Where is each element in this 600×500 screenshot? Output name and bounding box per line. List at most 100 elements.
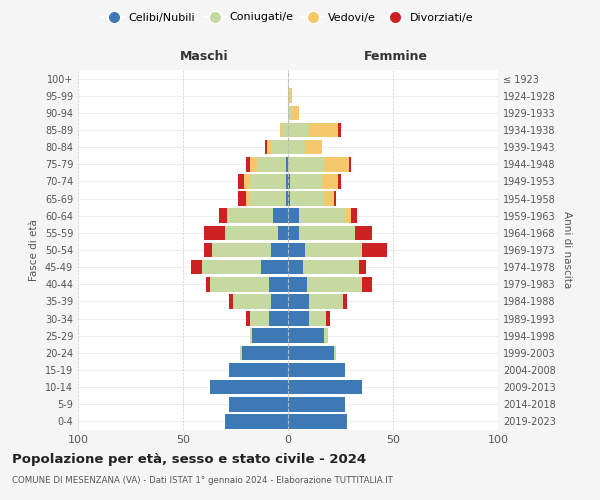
Bar xyxy=(229,397,288,411)
Bar xyxy=(288,260,303,274)
Bar xyxy=(288,88,290,103)
Bar xyxy=(326,312,330,326)
Bar xyxy=(250,328,252,343)
Bar xyxy=(250,174,286,188)
Bar xyxy=(288,380,361,394)
Bar xyxy=(361,277,372,291)
Bar xyxy=(290,174,322,188)
Bar xyxy=(288,277,307,291)
Bar xyxy=(288,157,324,172)
Bar xyxy=(288,414,347,428)
Bar xyxy=(277,226,288,240)
Bar xyxy=(257,157,286,172)
Bar xyxy=(288,346,334,360)
Bar xyxy=(288,106,292,120)
Bar xyxy=(225,414,288,428)
Bar xyxy=(355,226,372,240)
Bar xyxy=(359,260,366,274)
Bar xyxy=(202,260,260,274)
Bar xyxy=(299,208,344,223)
Bar xyxy=(286,192,288,206)
Bar xyxy=(246,192,250,206)
Bar xyxy=(280,122,282,138)
Bar xyxy=(351,208,358,223)
Bar xyxy=(334,192,337,206)
Bar xyxy=(290,192,324,206)
Bar xyxy=(282,122,288,138)
Text: Maschi: Maschi xyxy=(179,50,229,62)
Bar xyxy=(218,208,227,223)
Bar xyxy=(286,157,288,172)
Bar xyxy=(191,260,202,274)
Bar xyxy=(305,242,361,258)
Bar xyxy=(288,208,299,223)
Bar xyxy=(250,192,286,206)
Bar xyxy=(338,174,341,188)
Bar xyxy=(299,226,355,240)
Bar xyxy=(204,226,225,240)
Y-axis label: Anni di nascita: Anni di nascita xyxy=(562,212,572,288)
Y-axis label: Fasce di età: Fasce di età xyxy=(29,219,39,281)
Bar xyxy=(288,122,309,138)
Bar xyxy=(240,346,242,360)
Bar xyxy=(288,312,309,326)
Legend: Celibi/Nubili, Coniugati/e, Vedovi/e, Divorziati/e: Celibi/Nubili, Coniugati/e, Vedovi/e, Di… xyxy=(98,8,478,27)
Bar xyxy=(229,294,233,308)
Bar xyxy=(288,226,299,240)
Bar xyxy=(309,312,326,326)
Bar xyxy=(250,157,257,172)
Bar xyxy=(345,208,351,223)
Bar xyxy=(238,174,244,188)
Bar xyxy=(246,157,250,172)
Bar xyxy=(324,328,328,343)
Bar xyxy=(290,88,292,103)
Bar xyxy=(252,328,288,343)
Bar xyxy=(322,174,338,188)
Bar xyxy=(211,277,269,291)
Bar xyxy=(269,277,288,291)
Bar xyxy=(288,192,290,206)
Bar xyxy=(204,242,212,258)
Bar xyxy=(292,106,299,120)
Bar xyxy=(244,174,250,188)
Bar xyxy=(338,122,341,138)
Bar xyxy=(274,208,288,223)
Bar xyxy=(361,242,387,258)
Bar xyxy=(225,226,277,240)
Bar xyxy=(210,380,288,394)
Bar xyxy=(271,140,288,154)
Text: Femmine: Femmine xyxy=(364,50,428,62)
Bar xyxy=(288,140,305,154)
Bar xyxy=(309,122,338,138)
Text: COMUNE DI MESENZANA (VA) - Dati ISTAT 1° gennaio 2024 - Elaborazione TUTTITALIA.: COMUNE DI MESENZANA (VA) - Dati ISTAT 1°… xyxy=(12,476,393,485)
Bar xyxy=(271,294,288,308)
Bar xyxy=(265,140,267,154)
Bar xyxy=(288,397,345,411)
Bar xyxy=(309,294,343,308)
Bar xyxy=(238,192,246,206)
Bar xyxy=(267,140,271,154)
Bar xyxy=(233,294,271,308)
Bar xyxy=(246,312,250,326)
Bar xyxy=(305,140,322,154)
Bar xyxy=(260,260,288,274)
Bar xyxy=(269,312,288,326)
Bar xyxy=(271,242,288,258)
Text: Popolazione per età, sesso e stato civile - 2024: Popolazione per età, sesso e stato civil… xyxy=(12,452,366,466)
Bar xyxy=(212,242,271,258)
Bar xyxy=(229,362,288,378)
Bar xyxy=(349,157,351,172)
Bar xyxy=(307,277,361,291)
Bar xyxy=(286,174,288,188)
Bar xyxy=(242,346,288,360)
Bar xyxy=(288,362,345,378)
Bar xyxy=(303,260,359,274)
Bar xyxy=(288,328,324,343)
Bar xyxy=(334,346,337,360)
Bar xyxy=(288,294,309,308)
Bar xyxy=(288,174,290,188)
Bar xyxy=(227,208,274,223)
Bar xyxy=(250,312,269,326)
Bar xyxy=(324,192,334,206)
Bar xyxy=(324,157,349,172)
